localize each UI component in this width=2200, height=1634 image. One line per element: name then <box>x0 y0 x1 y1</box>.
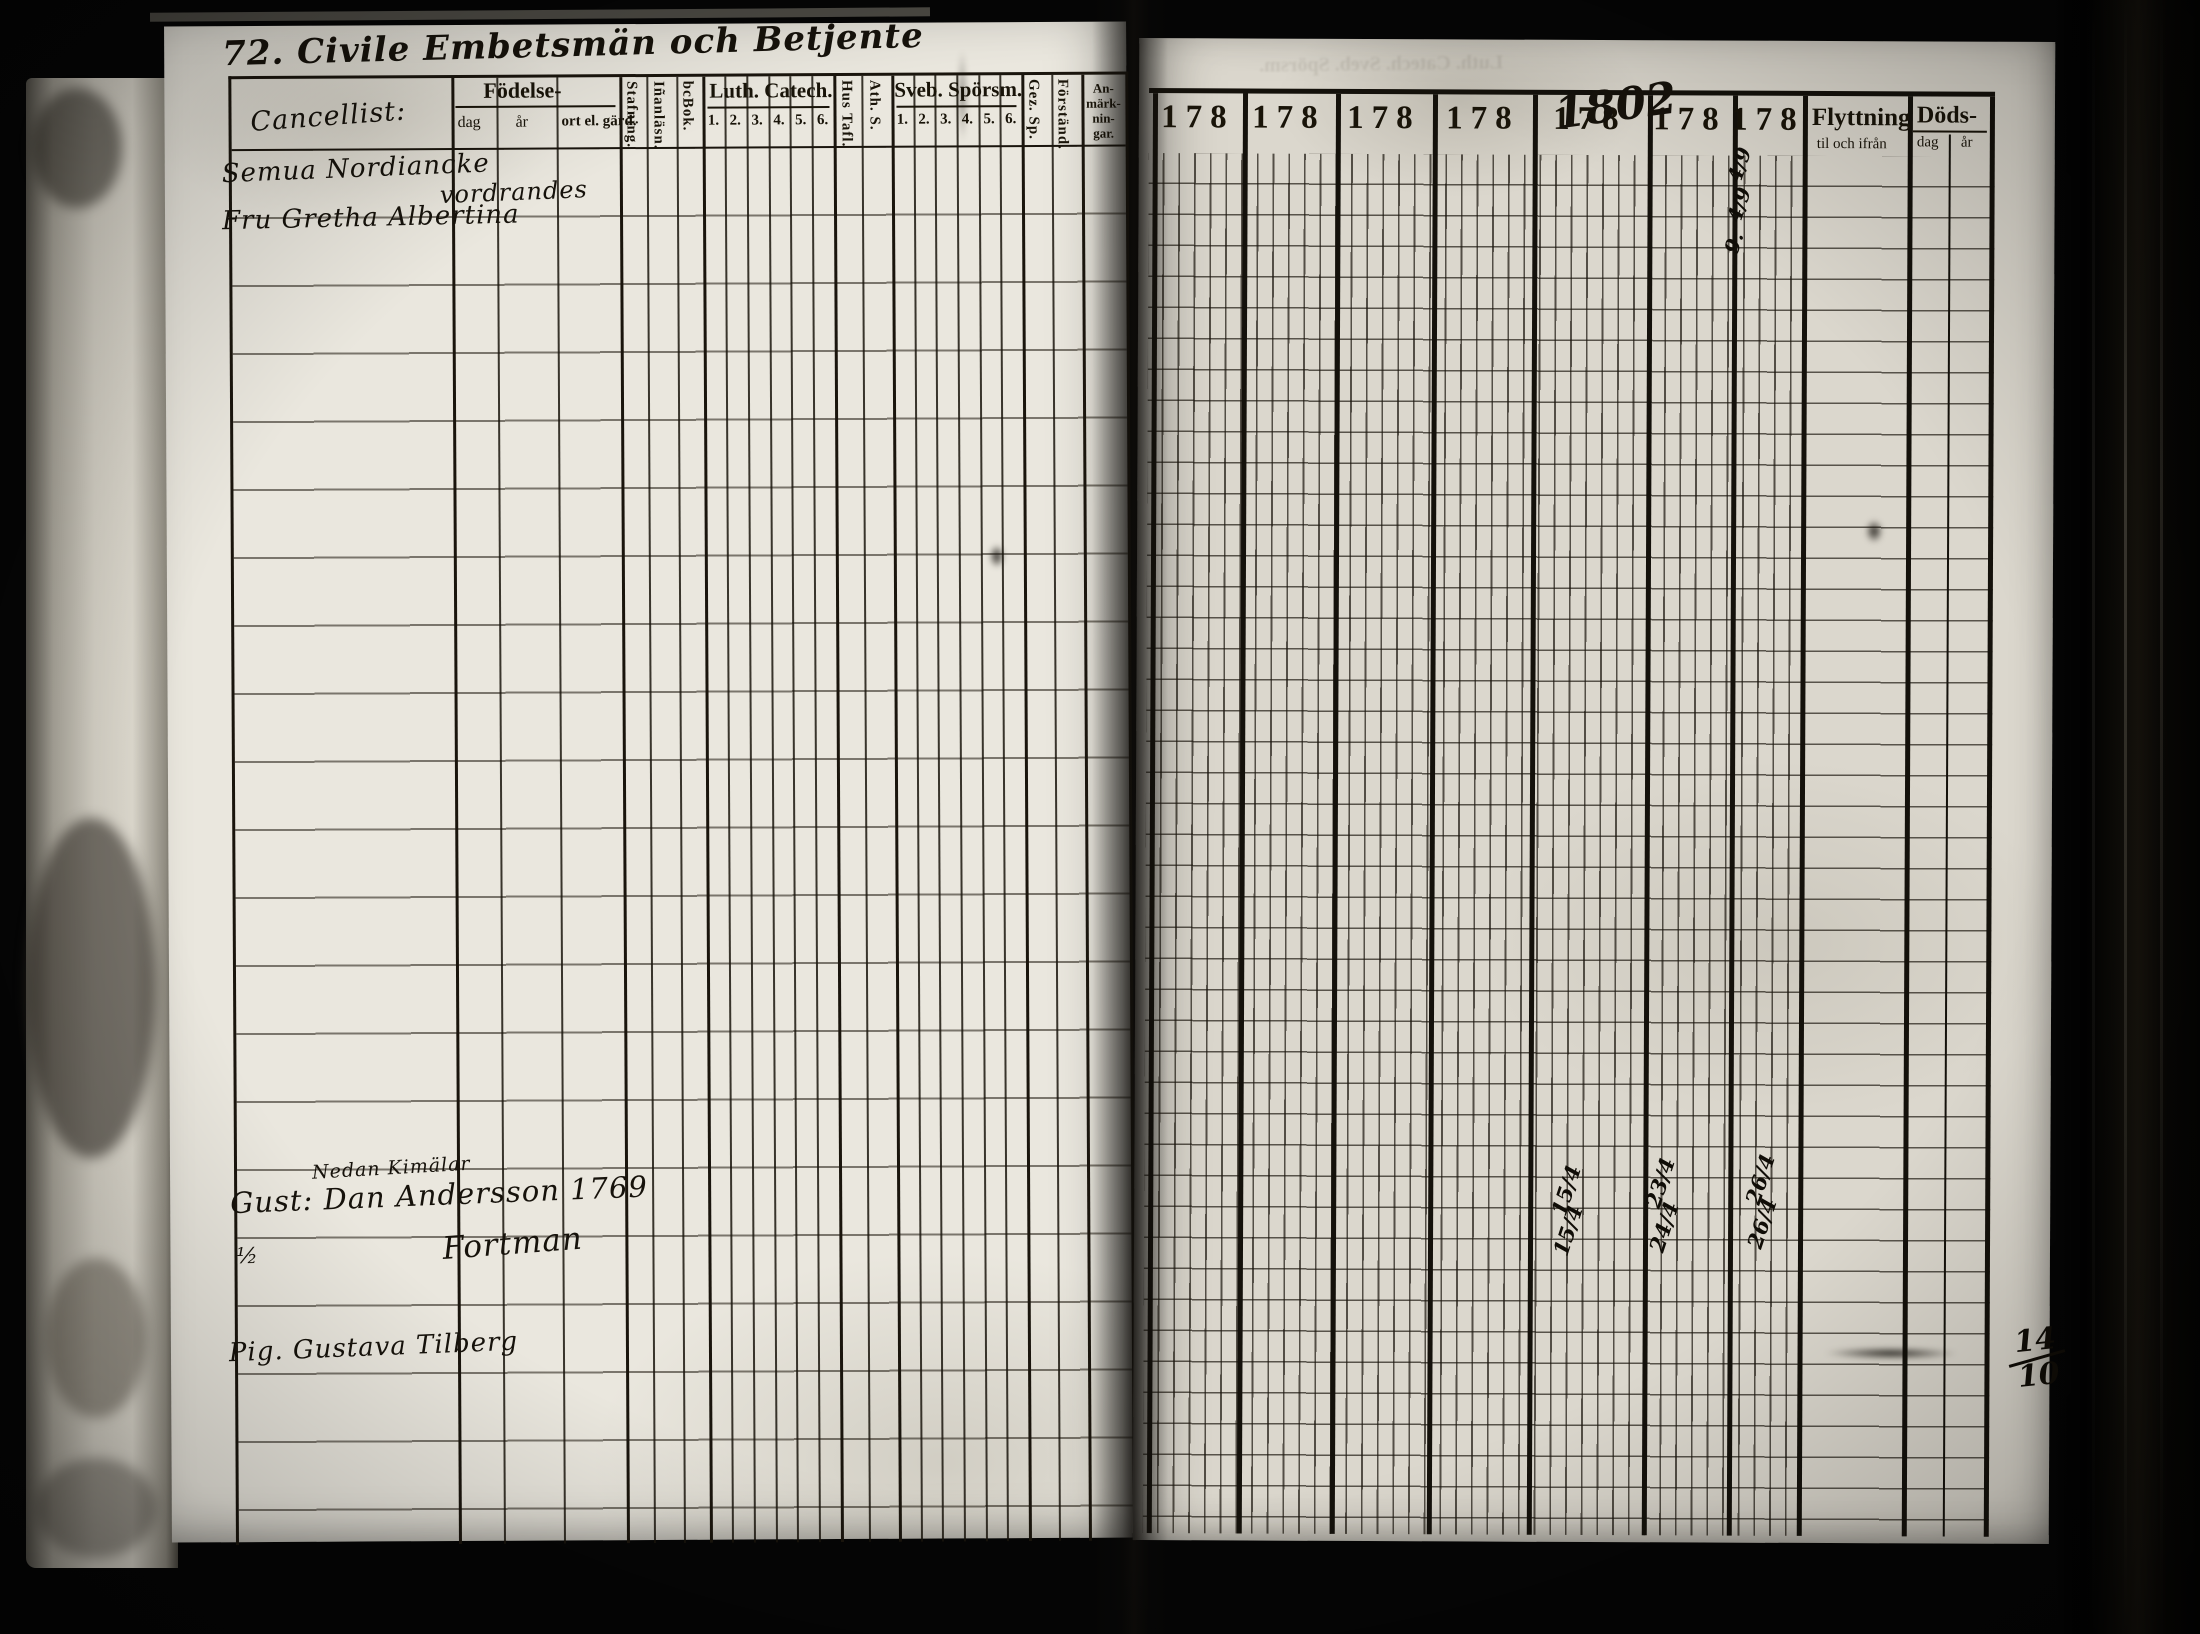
year-header: 178 <box>1252 99 1326 136</box>
edge-stain <box>32 88 122 208</box>
bleedthrough-text: Luth. Catech. Sveb. Spörsm. <box>1259 51 1504 77</box>
header-luth-numbers: 1. 2. 3. 4. 5. 6. <box>702 112 833 130</box>
header-gezsp: Gez. Sp. <box>1025 78 1042 140</box>
edge-stain <box>26 818 156 1158</box>
book-edge-left <box>26 78 178 1568</box>
col-number: 2. <box>918 111 930 128</box>
header-anmarkningar: An- märk- nin- gar. <box>1082 81 1124 141</box>
year-header: 178 <box>1446 100 1520 137</box>
year-header: 178 <box>1731 101 1805 138</box>
page-title: 72. Civile Embetsmän och Betjente <box>221 15 925 75</box>
col-number: 6. <box>1005 111 1017 128</box>
header-anm-line: gar. <box>1093 125 1115 141</box>
col-number: 2. <box>729 112 741 129</box>
header-aths: Ath. S. <box>866 79 883 131</box>
header-innanlasn: Iñanläsn. <box>650 80 667 150</box>
col-number: 1. <box>707 112 720 129</box>
col-number: 5. <box>983 111 995 128</box>
film-scratch <box>2160 0 2163 1634</box>
header-fodelse-ar: år <box>515 113 529 131</box>
ink-smudge <box>988 544 1005 569</box>
header-anm-line: nin- <box>1092 110 1115 126</box>
col-number: 3. <box>940 111 952 128</box>
edge-stain <box>36 1458 156 1558</box>
film-scratch <box>2124 0 2127 1634</box>
col-number: 1. <box>896 111 909 128</box>
header-underline <box>455 105 616 109</box>
header-fodelse: Födelse- <box>483 77 562 103</box>
header-anm-line: An- <box>1092 80 1114 96</box>
year-header: 178 <box>1347 99 1421 137</box>
header-stafning: Stafning. <box>623 81 640 149</box>
header-flyttning-sub: til och ifrån <box>1816 135 1887 153</box>
year-header: 178 <box>1161 99 1235 136</box>
col-number: 4. <box>773 112 785 129</box>
header-underline <box>1912 130 1987 133</box>
header-anm-line: märk- <box>1086 95 1121 111</box>
header-sveb-numbers: 1. 2. 3. 4. 5. 6. <box>891 111 1021 129</box>
header-forstand: Förständ. <box>1054 78 1071 150</box>
col-number: 5. <box>795 112 807 129</box>
col-number: 3. <box>751 112 763 129</box>
right-table: 178 178 178 178 178 178 178 1802 Flyttni… <box>1142 73 1996 1537</box>
ink-smudge <box>957 48 968 144</box>
header-flyttning: Flyttning <box>1811 103 1911 132</box>
left-table: Födelse- dag år ort el. gärd. Stafning. … <box>228 71 1136 1546</box>
right-page: Luth. Catech. Sveb. Spörsm. 178 178 178 … <box>1132 38 2056 1544</box>
exam-grid <box>1142 153 1995 1537</box>
film-scratch <box>2092 0 2095 1634</box>
film-edge-right <box>2052 0 2200 1634</box>
edge-stain <box>46 1258 146 1418</box>
ink-smudge <box>1823 1347 1959 1360</box>
header-dods: Döds- <box>1916 102 1978 129</box>
header-luth-catech: Luth. Catech. <box>709 78 833 103</box>
header-fodelse-dag: dag <box>457 113 481 131</box>
ink-smudge <box>1865 519 1884 544</box>
left-page: 72. Civile Embetsmän och Betjente <box>164 16 1136 1546</box>
col-number: 6. <box>816 112 829 129</box>
header-dods-dag: dag <box>1916 134 1939 151</box>
margin-mark: ½ <box>236 1244 259 1270</box>
header-underline <box>896 105 1017 108</box>
header-hustafl: Hus Tafl. <box>838 79 855 148</box>
header-dods-ar: år <box>1960 134 1973 151</box>
margin-date-note: 14 10 <box>2005 1321 2069 1395</box>
header-abcbok: bcBok. <box>679 80 696 132</box>
